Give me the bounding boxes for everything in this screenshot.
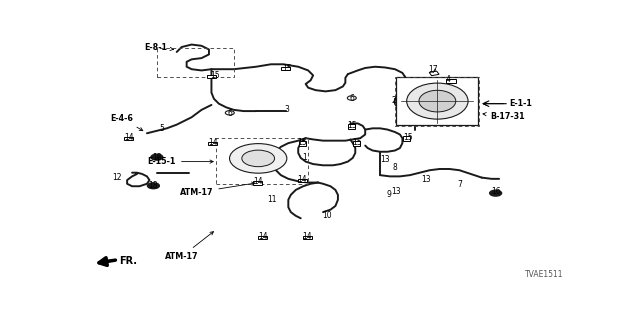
Text: 14: 14 <box>302 231 312 241</box>
Text: 13: 13 <box>421 175 431 184</box>
Text: 14: 14 <box>298 175 307 184</box>
Text: 14: 14 <box>124 133 133 142</box>
Bar <box>282 67 291 70</box>
Text: E-8-1: E-8-1 <box>145 43 173 52</box>
Bar <box>348 124 355 129</box>
Text: 7: 7 <box>457 180 462 189</box>
Bar <box>298 179 307 182</box>
Ellipse shape <box>242 150 275 167</box>
Ellipse shape <box>406 83 468 119</box>
Bar <box>253 181 262 185</box>
Text: 13: 13 <box>380 155 390 164</box>
Text: 14: 14 <box>208 138 218 147</box>
Bar <box>209 142 218 145</box>
Bar <box>353 141 360 146</box>
Text: 15: 15 <box>352 138 362 147</box>
Text: 16: 16 <box>491 187 500 196</box>
Bar <box>157 48 234 76</box>
Text: ATM-17: ATM-17 <box>165 232 214 261</box>
Bar <box>395 76 479 126</box>
Text: 1: 1 <box>302 153 307 162</box>
Text: E-1-1: E-1-1 <box>483 99 532 108</box>
Bar <box>216 138 308 184</box>
Text: 15: 15 <box>210 71 220 80</box>
Bar <box>403 136 410 141</box>
Circle shape <box>147 183 159 189</box>
Circle shape <box>490 190 502 196</box>
Text: 13: 13 <box>392 187 401 196</box>
Text: 15: 15 <box>404 133 413 142</box>
Circle shape <box>151 154 163 160</box>
Text: FR.: FR. <box>118 256 137 266</box>
Text: 4: 4 <box>445 75 451 84</box>
Text: 6: 6 <box>227 109 232 118</box>
Text: 17: 17 <box>428 65 438 74</box>
Text: 9: 9 <box>387 190 392 199</box>
Text: 18: 18 <box>148 181 158 190</box>
Bar <box>258 236 267 239</box>
Text: B-17-31: B-17-31 <box>483 111 525 121</box>
Bar <box>299 141 306 146</box>
Text: 14: 14 <box>253 177 262 186</box>
Bar <box>303 236 312 239</box>
Bar <box>429 71 439 76</box>
Text: 5: 5 <box>159 124 164 133</box>
Text: 14: 14 <box>258 231 268 241</box>
Text: 15: 15 <box>298 138 307 147</box>
Text: 11: 11 <box>268 195 277 204</box>
Bar <box>396 77 478 125</box>
Text: 8: 8 <box>392 163 397 172</box>
Ellipse shape <box>230 144 287 173</box>
Text: TVAE1511: TVAE1511 <box>525 270 564 279</box>
Text: ATM-17: ATM-17 <box>180 182 255 197</box>
Text: 10: 10 <box>322 211 332 220</box>
Text: 6: 6 <box>349 93 355 102</box>
Bar <box>124 137 133 140</box>
Bar <box>207 75 216 78</box>
Text: 3: 3 <box>285 105 290 114</box>
Text: 2: 2 <box>391 96 396 105</box>
Text: 15: 15 <box>282 64 292 73</box>
Bar <box>445 79 456 83</box>
Ellipse shape <box>419 90 456 112</box>
Text: E-4-6: E-4-6 <box>111 114 143 131</box>
Text: 12: 12 <box>113 173 122 182</box>
Text: E-15-1: E-15-1 <box>148 157 213 166</box>
Text: 15: 15 <box>347 121 356 130</box>
Text: 18: 18 <box>152 153 162 162</box>
